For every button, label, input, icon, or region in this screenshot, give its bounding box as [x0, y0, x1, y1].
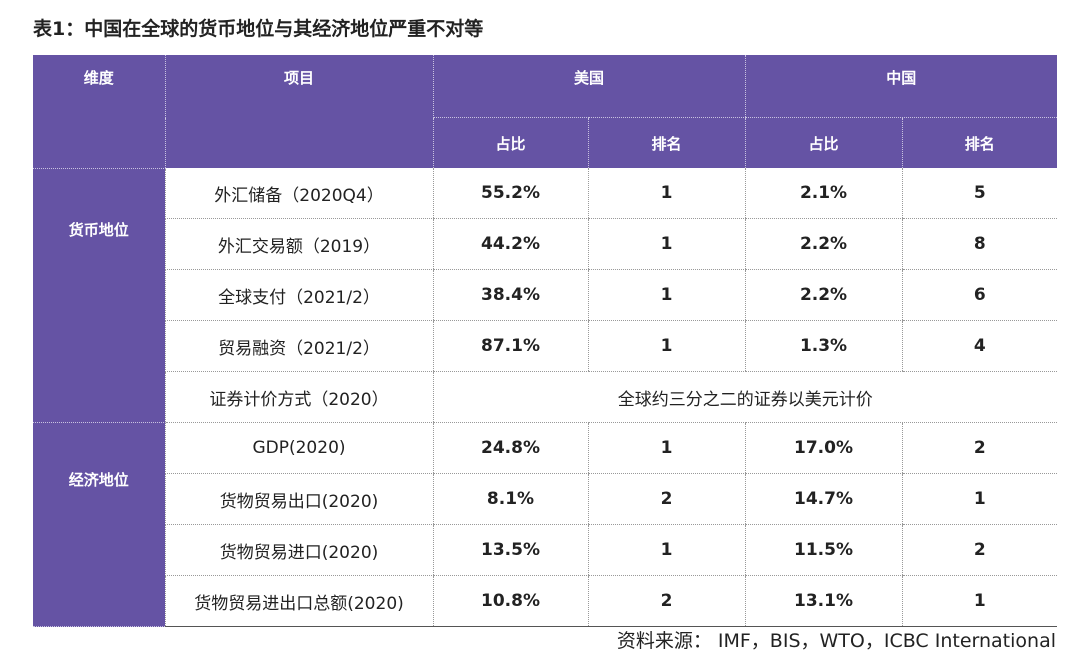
table-row: 经济地位 GDP(2020) 24.8% 1 17.0% 2 — [33, 422, 1058, 627]
cn-share: 17.0% — [744, 422, 903, 474]
header-us: 美国 — [432, 55, 746, 118]
table-title: 表1：中国在全球的货币地位与其经济地位严重不对等 — [33, 18, 484, 40]
item-label: GDP(2020) — [164, 422, 433, 474]
item-label: 全球支付（2021/2） — [164, 269, 433, 321]
cn-rank: 2 — [901, 524, 1058, 576]
item-label: 货物贸易出口(2020) — [164, 473, 433, 525]
us-share: 8.1% — [432, 473, 588, 525]
merged-note: 全球约三分之二的证券以美元计价 — [432, 371, 1058, 423]
cn-rank: 6 — [901, 269, 1058, 321]
us-share: 87.1% — [432, 320, 588, 372]
us-share: 55.2% — [432, 168, 588, 219]
cn-share: 2.2% — [744, 218, 903, 270]
us-rank: 1 — [587, 269, 746, 321]
item-label: 外汇储备（2020Q4） — [164, 168, 433, 219]
table-row: 货币地位 外汇储备（2020Q4） 55.2% 1 2.1% 5 — [33, 168, 1058, 423]
item-label: 外汇交易额（2019） — [164, 218, 433, 270]
dimension-label: 货币地位 — [33, 168, 165, 423]
us-share: 44.2% — [432, 218, 588, 270]
header-cn-rank: 排名 — [901, 117, 1058, 168]
table-row-merged: 证券计价方式（2020） 全球约三分之二的证券以美元计价 — [33, 371, 1058, 423]
header-cn-share: 占比 — [744, 117, 903, 168]
us-rank: 1 — [587, 524, 746, 576]
header-dimension: 维度 — [33, 55, 165, 169]
us-share: 10.8% — [432, 575, 588, 627]
us-share: 24.8% — [432, 422, 588, 474]
cn-share: 13.1% — [744, 575, 903, 627]
us-rank: 1 — [587, 320, 746, 372]
cn-rank: 4 — [901, 320, 1058, 372]
item-label: 贸易融资（2021/2） — [164, 320, 433, 372]
cn-share: 14.7% — [744, 473, 903, 525]
us-rank: 2 — [587, 575, 746, 627]
header-cn: 中国 — [744, 55, 1058, 118]
table-row: 货物贸易进出口总额(2020) 10.8% 2 13.1% 1 — [33, 575, 1058, 627]
us-share: 38.4% — [432, 269, 588, 321]
table-row: 货物贸易进口(2020) 13.5% 1 11.5% 2 — [33, 524, 1058, 576]
table-row: 贸易融资（2021/2） 87.1% 1 1.3% 4 — [33, 320, 1058, 372]
cn-share: 2.1% — [744, 168, 903, 219]
cn-share: 11.5% — [744, 524, 903, 576]
cn-rank: 1 — [901, 473, 1058, 525]
cn-share: 1.3% — [744, 320, 903, 372]
us-rank: 2 — [587, 473, 746, 525]
header-us-share: 占比 — [432, 117, 588, 168]
dimension-label: 经济地位 — [33, 422, 165, 627]
cn-rank: 1 — [901, 575, 1058, 627]
table-row: 外汇交易额（2019） 44.2% 1 2.2% 8 — [33, 218, 1058, 270]
us-rank: 1 — [587, 168, 746, 219]
cn-rank: 2 — [901, 422, 1058, 474]
source-note: 资料来源： IMF，BIS，WTO，ICBC International — [616, 630, 1056, 652]
item-label: 货物贸易进出口总额(2020) — [164, 575, 433, 627]
us-rank: 1 — [587, 422, 746, 474]
comparison-table: 维度 项目 美国 中国 占比 排名 占比 排名 货币地位 外汇储备（2020Q4）… — [33, 55, 1058, 627]
table-row: 货物贸易出口(2020) 8.1% 2 14.7% 1 — [33, 473, 1058, 525]
cn-share: 2.2% — [744, 269, 903, 321]
cn-rank: 8 — [901, 218, 1058, 270]
item-label: 证券计价方式（2020） — [164, 371, 433, 423]
cn-rank: 5 — [901, 168, 1058, 219]
table-row: 全球支付（2021/2） 38.4% 1 2.2% 6 — [33, 269, 1058, 321]
header-us-rank: 排名 — [587, 117, 746, 168]
header-item: 项目 — [164, 55, 433, 168]
us-rank: 1 — [587, 218, 746, 270]
us-share: 13.5% — [432, 524, 588, 576]
item-label: 货物贸易进口(2020) — [164, 524, 433, 576]
